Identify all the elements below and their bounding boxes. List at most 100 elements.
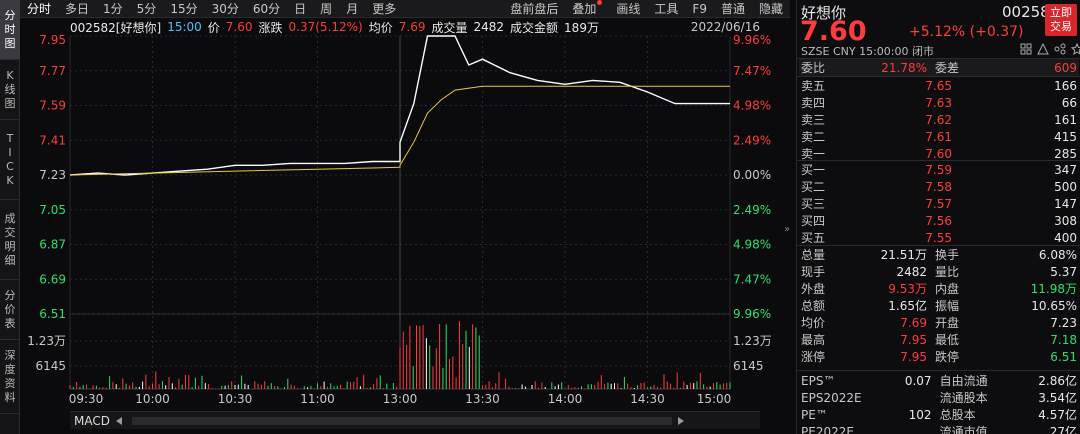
pct-tick-label: 9.96%	[733, 307, 771, 321]
stat-value: 6.08%	[1038, 247, 1077, 262]
toolbar-btn-1[interactable]: 叠加	[565, 0, 609, 17]
left-tab-char: 明	[4, 239, 16, 253]
stat-label: 最低	[935, 333, 960, 347]
level-volume: 161	[1054, 112, 1077, 127]
toolbar-btn-4[interactable]: F9	[692, 1, 707, 16]
level-volume: 285	[1054, 146, 1077, 161]
level-label: 卖三	[801, 113, 826, 127]
info-date: 2022/06/16	[690, 20, 760, 34]
toolbar-btn-0[interactable]: 盘前盘后	[510, 2, 559, 16]
chart-grid	[69, 35, 731, 390]
weicha-label: 委差	[935, 61, 960, 75]
period-tab-6[interactable]: 60分	[252, 2, 281, 16]
stat-value: 7.18	[1050, 332, 1077, 347]
macd-label[interactable]: MACD	[74, 413, 110, 428]
divider	[797, 160, 1080, 161]
scroll-left-icon[interactable]	[115, 416, 122, 425]
stat-value: 3.54亿	[1038, 391, 1077, 405]
stat-value: 0.07	[904, 373, 932, 388]
toolbar-btn-6[interactable]: 隐藏	[758, 2, 783, 16]
period-tab-10[interactable]: 更多	[372, 2, 397, 16]
stat-label: 开盘	[935, 316, 960, 330]
stat-label: 总股本	[939, 408, 976, 422]
notification-dot-icon	[597, 0, 603, 5]
ask-row[interactable]: 卖三 7.62 161	[799, 111, 1079, 128]
level-label: 买四	[801, 214, 826, 228]
price-tick-label: 7.95	[39, 34, 66, 47]
time-tick-label: 10:30	[218, 392, 253, 406]
intraday-chart[interactable]: 7.95 9.96% 7.77 7.47% 7.59 4.98% 7.41 2.49% 7.23…	[20, 34, 785, 410]
pct-tick-label: 4.98%	[733, 99, 771, 113]
price-tick-label: 7.59	[39, 99, 66, 113]
bid-row[interactable]: 买一 7.59 347	[799, 161, 1079, 178]
level-volume: 147	[1054, 196, 1077, 211]
left-tab-4[interactable]: 分价表	[0, 280, 20, 340]
divider	[797, 76, 1080, 77]
grid-icon[interactable]	[1020, 43, 1032, 55]
level-price: 7.57	[925, 196, 952, 211]
left-tab-char: 交	[4, 225, 16, 239]
time-tick-label: 15:00	[697, 392, 732, 406]
period-tab-1[interactable]: 多日	[65, 2, 90, 16]
level-price: 7.59	[925, 162, 952, 177]
info-change: 0.37(5.12%)	[288, 20, 363, 34]
period-tab-9[interactable]: 月	[346, 2, 359, 16]
bid-levels: 买一 7.59 347 买二 7.58 500 买三 7.57 147 买四 7.56 308 买五 7.…	[799, 161, 1079, 246]
trade-btn-line1: 立即	[1050, 6, 1072, 19]
ask-row[interactable]: 卖一 7.60 285	[799, 145, 1079, 162]
stat-value: 7.69	[900, 315, 927, 330]
trade-now-button[interactable]: 立即 交易	[1045, 4, 1077, 36]
time-tick-label: 10:00	[135, 392, 170, 406]
divider	[797, 58, 1080, 59]
toolbar-btn-5[interactable]: 普通	[720, 2, 745, 16]
volume-tick-label: 1.23万	[27, 334, 66, 348]
ask-row[interactable]: 卖二 7.61 415	[799, 128, 1079, 145]
period-tab-2[interactable]: 1分	[103, 2, 123, 16]
bid-row[interactable]: 买三 7.57 147	[799, 195, 1079, 212]
level-price: 7.58	[925, 179, 952, 194]
toolbar-btn-2[interactable]: 画线	[616, 2, 641, 16]
left-tab-3[interactable]: 成交明细	[0, 200, 20, 280]
price-tick-label: 6.87	[39, 238, 66, 252]
period-tab-4[interactable]: 15分	[170, 2, 198, 16]
alert-icon[interactable]	[1037, 43, 1049, 55]
fundamentals-row: PE™ 102 总股本 4.57亿	[799, 406, 1079, 423]
time-scrollbar[interactable]	[131, 416, 672, 425]
level-volume: 66	[1061, 95, 1077, 110]
share-icon[interactable]	[1054, 43, 1066, 55]
left-tab-char: 料	[4, 390, 16, 404]
time-tick-label: 14:30	[630, 392, 665, 406]
stat-label: 总量	[801, 248, 826, 262]
stat-label: 最高	[801, 333, 826, 347]
star-icon[interactable]	[1071, 43, 1080, 55]
stock-name: 好想你	[801, 4, 847, 22]
bid-row[interactable]: 买四 7.56 308	[799, 212, 1079, 229]
ask-row[interactable]: 卖五 7.65 166	[799, 77, 1079, 94]
period-tab-8[interactable]: 周	[320, 2, 333, 16]
scroll-right-icon[interactable]	[677, 416, 684, 425]
stat-value: 9.53万	[888, 282, 927, 296]
bid-row[interactable]: 买五 7.55 400	[799, 229, 1079, 246]
toolbar-btn-3[interactable]: 工具	[654, 2, 679, 16]
info-price-label: 价	[207, 20, 220, 35]
period-tab-5[interactable]: 30分	[211, 2, 239, 16]
left-tab-char: 细	[4, 253, 16, 267]
period-tab-7[interactable]: 日	[294, 2, 307, 16]
panel-tool-icons	[1015, 43, 1080, 55]
stat-value: 5.37	[1050, 264, 1077, 279]
left-tab-char: 深	[4, 348, 16, 362]
left-tab-5[interactable]: 深度资料	[0, 340, 20, 414]
period-tab-3[interactable]: 5分	[136, 2, 157, 16]
bid-row[interactable]: 买二 7.58 500	[799, 178, 1079, 195]
collapse-panel-icon[interactable]: »	[784, 224, 791, 235]
quote-panel: 好想你 002582 立即 交易 7.60 +5.12% (+0.37) SZS…	[796, 0, 1080, 434]
stat-value: 7.95	[900, 349, 927, 364]
left-tab-0[interactable]: 分时图	[0, 0, 20, 60]
ask-row[interactable]: 卖四 7.63 66	[799, 94, 1079, 111]
volume-tick-label-right: 6145	[733, 359, 764, 373]
stat-value: 2.86亿	[1038, 374, 1077, 388]
level-price: 7.60	[925, 146, 952, 161]
period-tab-0[interactable]: 分时	[27, 2, 52, 16]
